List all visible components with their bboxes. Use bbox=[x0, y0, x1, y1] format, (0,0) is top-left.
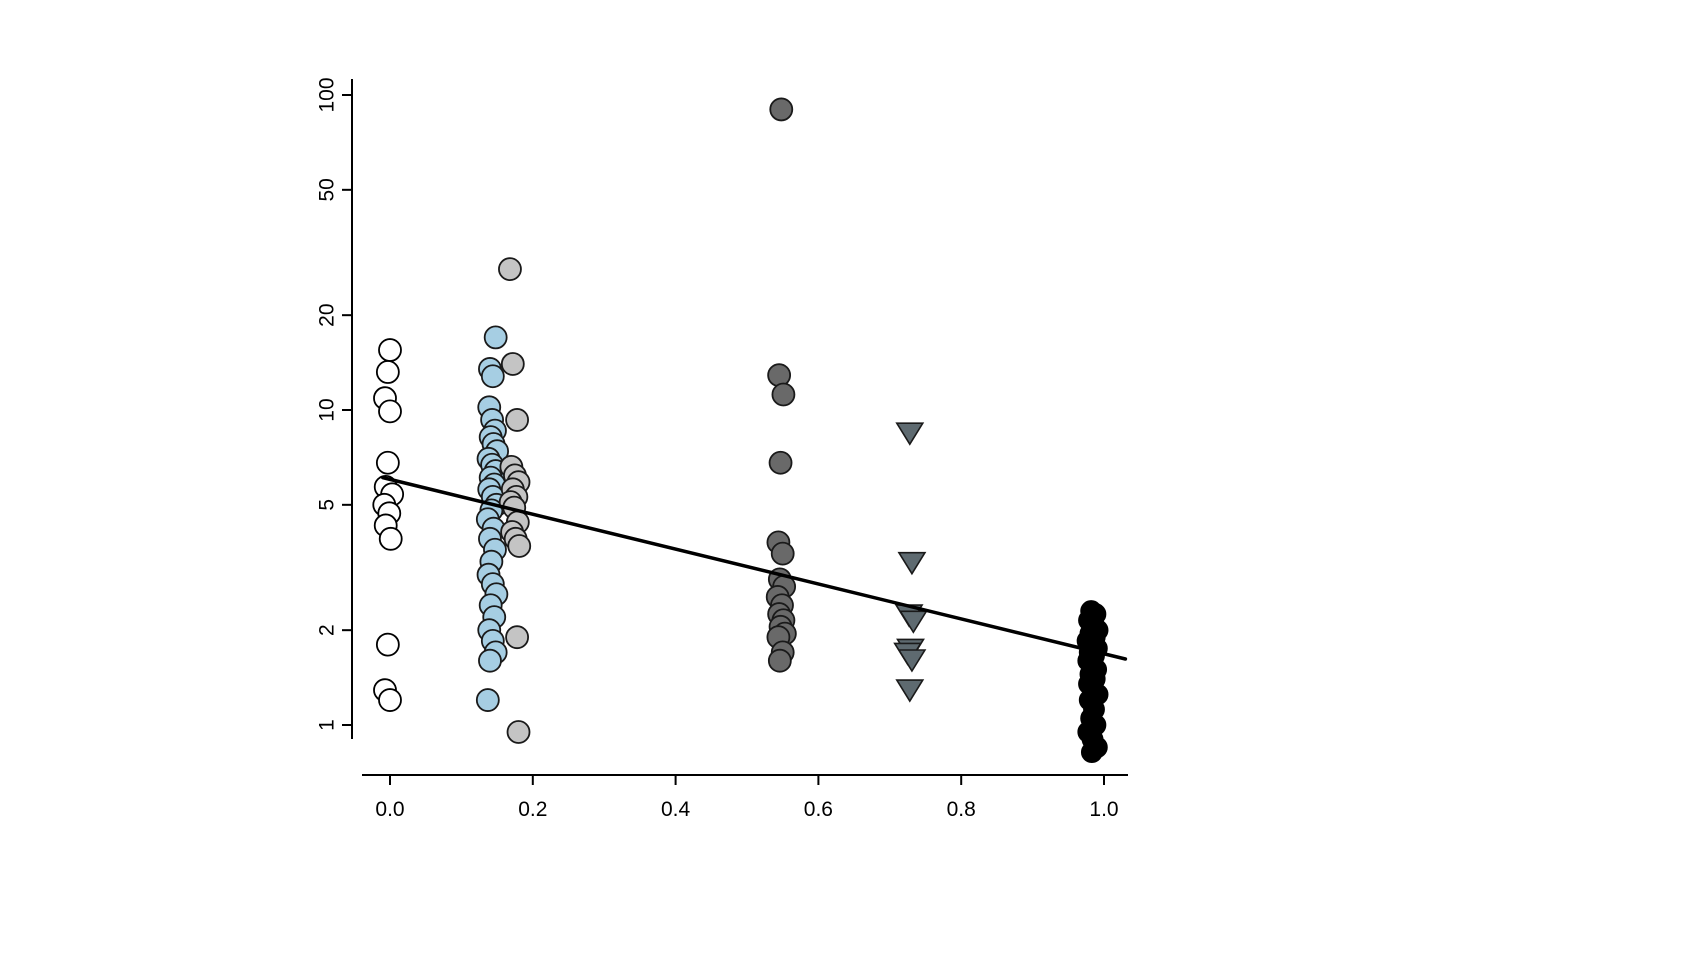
data-point-lightgray-circles-x018 bbox=[500, 352, 525, 376]
x-tick-label: 0.2 bbox=[518, 798, 547, 821]
data-point-lightgray-circles-x018 bbox=[506, 720, 531, 744]
x-tick-label: 0.0 bbox=[375, 798, 404, 821]
x-tick-label: 0.6 bbox=[804, 798, 833, 821]
data-point-gray-triangles-x075 bbox=[895, 422, 925, 446]
data-point-darkgray-circles-x055 bbox=[771, 382, 796, 407]
data-point-open-circles-x0 bbox=[378, 399, 402, 424]
x-tick-label: 0.8 bbox=[947, 798, 976, 821]
data-point-lightblue-circles-x015 bbox=[478, 648, 502, 673]
data-point-lightblue-circles-x015 bbox=[483, 325, 508, 350]
data-point-darkgray-circles-x055 bbox=[767, 363, 792, 388]
y-tick-label: 10 bbox=[316, 398, 339, 421]
y-tick-label: 1 bbox=[316, 719, 339, 731]
y-tick-label: 100 bbox=[316, 77, 339, 112]
data-point-darkgray-circles-x055 bbox=[769, 97, 794, 122]
y-tick-label: 5 bbox=[316, 499, 339, 511]
data-point-open-circles-x0 bbox=[378, 688, 402, 712]
data-point-darkgray-circles-x055 bbox=[770, 541, 795, 566]
data-point-darkgray-circles-x055 bbox=[767, 648, 792, 673]
x-tick-label: 1.0 bbox=[1089, 798, 1118, 821]
data-point-open-circles-x0 bbox=[375, 360, 400, 384]
data-point-lightblue-circles-x015 bbox=[475, 688, 500, 712]
regression-line bbox=[381, 475, 1128, 661]
data-point-lightblue-circles-x015 bbox=[480, 364, 505, 389]
data-point-black-circles-x10 bbox=[1080, 741, 1103, 764]
data-point-lightgray-circles-x018 bbox=[507, 534, 532, 558]
data-point-lightgray-circles-x018 bbox=[498, 257, 522, 282]
y-tick-label: 20 bbox=[316, 303, 339, 326]
data-point-darkgray-circles-x055 bbox=[768, 450, 793, 475]
data-point-gray-triangles-x075 bbox=[897, 551, 927, 576]
data-point-gray-triangles-x075 bbox=[895, 679, 925, 703]
data-point-open-circles-x0 bbox=[375, 632, 400, 657]
data-point-open-circles-x0 bbox=[378, 338, 402, 362]
data-point-open-circles-x0 bbox=[375, 450, 400, 475]
x-tick-label: 0.4 bbox=[661, 798, 691, 821]
data-point-gray-triangles-x075 bbox=[898, 610, 928, 634]
data-point-open-circles-x0 bbox=[378, 526, 403, 551]
data-point-lightgray-circles-x018 bbox=[505, 408, 529, 432]
y-tick-label: 50 bbox=[316, 178, 339, 201]
data-point-lightgray-circles-x018 bbox=[505, 625, 529, 650]
data-point-gray-triangles-x075 bbox=[897, 649, 927, 673]
y-tick-label: 2 bbox=[316, 624, 339, 636]
